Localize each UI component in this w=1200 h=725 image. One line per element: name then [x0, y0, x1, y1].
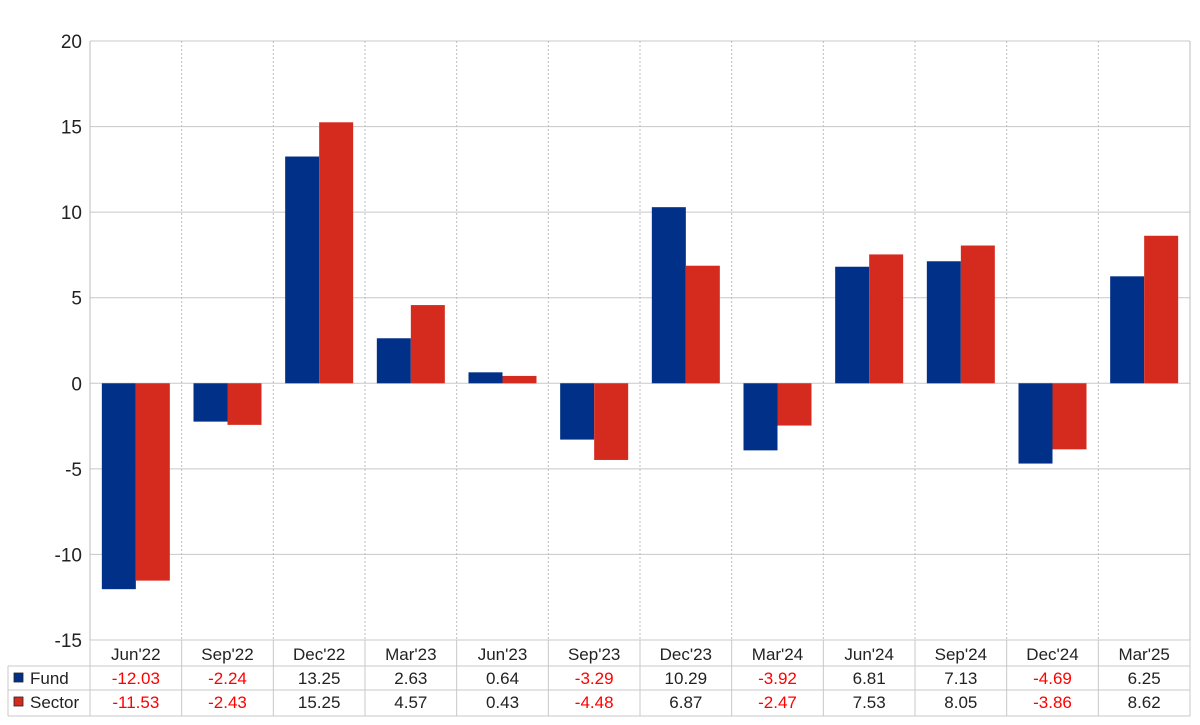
data-label-sector: 8.05 [944, 693, 977, 712]
category-label: Jun'24 [844, 645, 894, 664]
data-label-fund: 10.29 [665, 669, 708, 688]
bar-fund-0 [101, 383, 136, 590]
data-label-sector: -3.86 [1033, 693, 1072, 712]
bar-fund-3 [376, 338, 411, 384]
bar-fund-9 [926, 261, 961, 384]
category-label: Mar'24 [752, 645, 803, 664]
category-label: Jun'22 [111, 645, 161, 664]
data-label-sector: -2.43 [208, 693, 247, 712]
y-tick-label: -15 [55, 631, 82, 652]
bar-fund-6 [651, 207, 686, 384]
bar-sector-6 [685, 265, 720, 384]
data-label-sector: 4.57 [394, 693, 427, 712]
data-label-fund: 6.81 [853, 669, 886, 688]
bar-sector-10 [1052, 383, 1087, 450]
data-label-fund: -4.69 [1033, 669, 1072, 688]
bar-sector-0 [135, 383, 170, 581]
bar-fund-4 [468, 372, 503, 384]
bar-fund-7 [743, 383, 778, 451]
bar-fund-1 [193, 383, 228, 422]
data-label-fund: -3.92 [758, 669, 797, 688]
data-label-fund: 7.13 [944, 669, 977, 688]
axis-layer: 20 15 10 5 0 -5 -10 -15 [55, 32, 82, 652]
bar-sector-1 [227, 383, 262, 425]
bar-fund-10 [1018, 383, 1053, 464]
grid-layer [89, 40, 1191, 641]
legend-swatch-fund [13, 672, 24, 683]
y-tick-label: 15 [61, 118, 82, 139]
bars-layer [101, 122, 1179, 590]
category-label: Dec'22 [293, 645, 345, 664]
y-tick-label: 10 [61, 203, 82, 224]
data-label-fund: -2.24 [208, 669, 247, 688]
category-label: Jun'23 [478, 645, 528, 664]
data-label-sector: 8.62 [1128, 693, 1161, 712]
data-label-fund: 2.63 [394, 669, 427, 688]
y-tick-label: 20 [61, 32, 82, 53]
bar-sector-8 [869, 254, 904, 384]
data-label-sector: 15.25 [298, 693, 341, 712]
category-label: Mar'23 [385, 645, 436, 664]
bar-sector-3 [410, 305, 445, 384]
data-label-fund: 0.64 [486, 669, 519, 688]
category-label: Sep'22 [201, 645, 253, 664]
bar-fund-11 [1110, 276, 1145, 384]
bar-fund-8 [835, 266, 870, 384]
data-table: Jun'22 Sep'22 Dec'22 Mar'23 Jun'23 Sep'23 Dec'… [7, 640, 1191, 717]
y-tick-label: -5 [65, 460, 82, 481]
data-label-sector: -4.48 [575, 693, 614, 712]
y-tick-label: 0 [71, 374, 82, 395]
data-label-sector: -2.47 [758, 693, 797, 712]
data-label-sector: 7.53 [853, 693, 886, 712]
bar-sector-9 [960, 245, 995, 384]
legend-swatch-sector [13, 696, 24, 707]
category-label: Sep'24 [935, 645, 987, 664]
category-label: Mar'25 [1118, 645, 1169, 664]
data-label-fund: -12.03 [112, 669, 160, 688]
data-label-fund: -3.29 [575, 669, 614, 688]
category-label: Sep'23 [568, 645, 620, 664]
bar-fund-5 [560, 383, 595, 440]
y-tick-label: 5 [71, 289, 82, 310]
category-label: Dec'24 [1026, 645, 1078, 664]
category-label: Dec'23 [660, 645, 712, 664]
y-tick-label: -10 [55, 545, 82, 566]
bar-sector-4 [502, 375, 537, 384]
bar-fund-2 [285, 156, 320, 384]
data-label-sector: -11.53 [112, 693, 159, 712]
bar-sector-5 [594, 383, 629, 460]
data-label-sector: 0.43 [486, 693, 519, 712]
legend-label-fund: Fund [30, 669, 69, 688]
data-label-sector: 6.87 [669, 693, 702, 712]
bar-sector-11 [1144, 235, 1179, 384]
data-label-fund: 13.25 [298, 669, 341, 688]
legend-label-sector: Sector [30, 693, 79, 712]
bar-sector-7 [777, 383, 812, 426]
bar-sector-2 [319, 122, 354, 384]
data-label-fund: 6.25 [1128, 669, 1161, 688]
